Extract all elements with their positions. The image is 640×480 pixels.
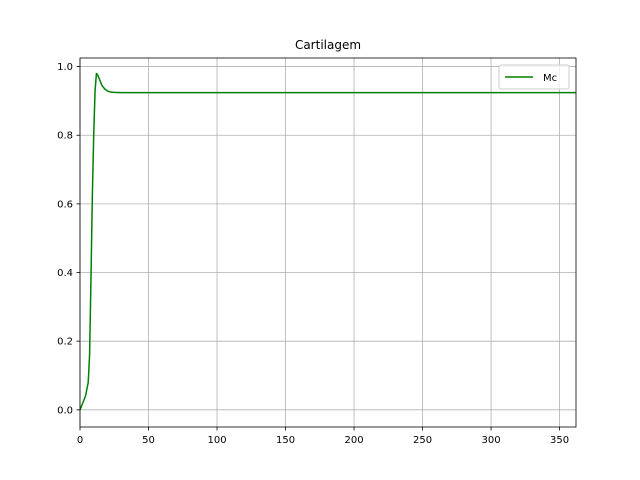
grid <box>79 58 576 427</box>
y-tick-label: 0.0 <box>57 405 73 416</box>
chart-title: Cartilagem <box>295 38 361 52</box>
x-tick-label: 50 <box>142 435 155 446</box>
y-tick-label: 0.2 <box>57 337 73 348</box>
y-tick-label: 0.6 <box>57 199 73 210</box>
y-axis: 0.0 0.2 0.4 0.6 0.8 1.0 <box>57 62 80 416</box>
x-axis: 0 50 100 150 200 250 300 350 <box>77 427 569 446</box>
plot-frame <box>79 57 577 428</box>
legend: Mc <box>498 64 570 90</box>
x-tick-label: 100 <box>207 435 226 446</box>
x-tick-label: 300 <box>482 435 501 446</box>
x-tick-label: 350 <box>550 435 569 446</box>
plot-series <box>80 72 576 411</box>
x-tick-label: 200 <box>344 435 363 446</box>
x-tick-label: 150 <box>276 435 295 446</box>
legend-label-mc: Mc <box>543 73 557 84</box>
x-tick-label: 0 <box>77 435 83 446</box>
y-tick-label: 0.4 <box>57 268 73 279</box>
legend-box <box>498 64 570 90</box>
y-tick-label: 1.0 <box>57 62 73 73</box>
x-tick-label: 250 <box>413 435 432 446</box>
series-line-mc <box>80 72 576 411</box>
y-tick-label: 0.8 <box>57 131 73 142</box>
